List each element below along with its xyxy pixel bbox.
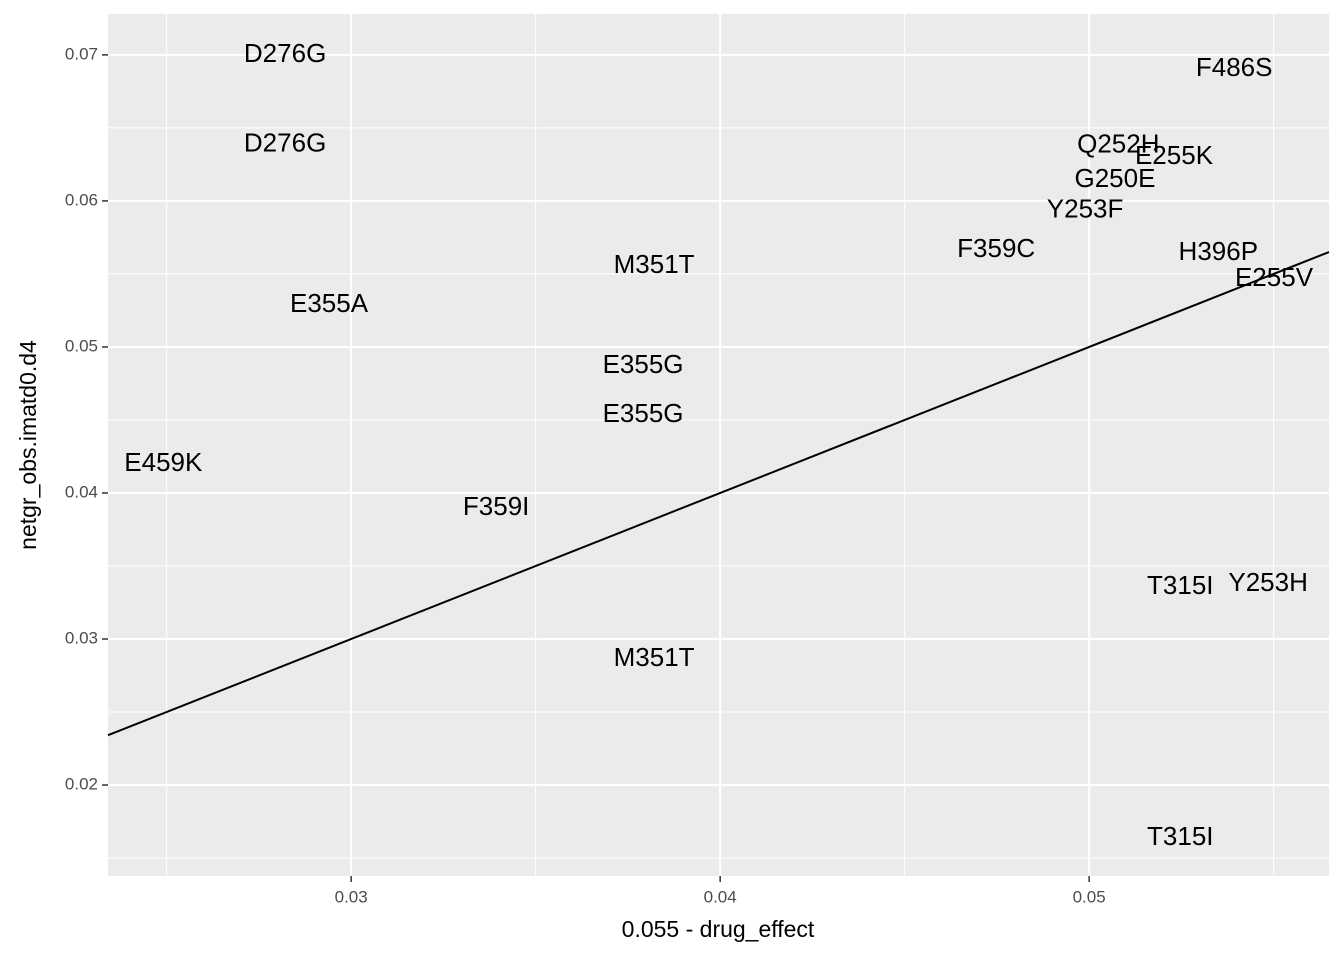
point-label: E459K bbox=[124, 447, 203, 477]
y-axis-title: netgr_obs.imatd0.d4 bbox=[15, 340, 41, 550]
panel bbox=[108, 14, 1329, 876]
point-label: F359I bbox=[463, 491, 530, 521]
point-label: F486S bbox=[1196, 52, 1273, 82]
reference-line bbox=[107, 251, 1330, 737]
x-tick-label: 0.04 bbox=[704, 887, 737, 906]
point-label: Y253H bbox=[1228, 567, 1308, 597]
point-label: G250E bbox=[1075, 163, 1156, 193]
point-label: M351T bbox=[614, 642, 695, 672]
point-label: F359C bbox=[957, 233, 1035, 263]
point-label: H396P bbox=[1179, 236, 1259, 266]
x-axis-title: 0.055 - drug_effect bbox=[622, 916, 815, 942]
y-tick-label: 0.05 bbox=[65, 336, 98, 355]
point-label: Y253F bbox=[1047, 194, 1124, 224]
point-label: E255V bbox=[1235, 262, 1314, 292]
y-tick-label: 0.04 bbox=[65, 482, 98, 501]
point-label: D276G bbox=[244, 38, 326, 68]
point-label: E355A bbox=[290, 288, 369, 318]
y-tick-label: 0.03 bbox=[65, 628, 98, 647]
point-label: T315I bbox=[1147, 821, 1214, 851]
y-tick-label: 0.07 bbox=[65, 44, 98, 63]
point-label: E355G bbox=[603, 398, 684, 428]
point-label: T315I bbox=[1147, 570, 1214, 600]
y-tick-label: 0.02 bbox=[65, 775, 98, 794]
x-tick-label: 0.03 bbox=[335, 887, 368, 906]
point-label: Q252H bbox=[1077, 129, 1159, 159]
point-label: M351T bbox=[614, 249, 695, 279]
point-label: E355G bbox=[603, 349, 684, 379]
point-label: E255K bbox=[1135, 140, 1214, 170]
y-tick-label: 0.06 bbox=[65, 190, 98, 209]
point-label: D276G bbox=[244, 128, 326, 158]
x-tick-label: 0.05 bbox=[1073, 887, 1106, 906]
